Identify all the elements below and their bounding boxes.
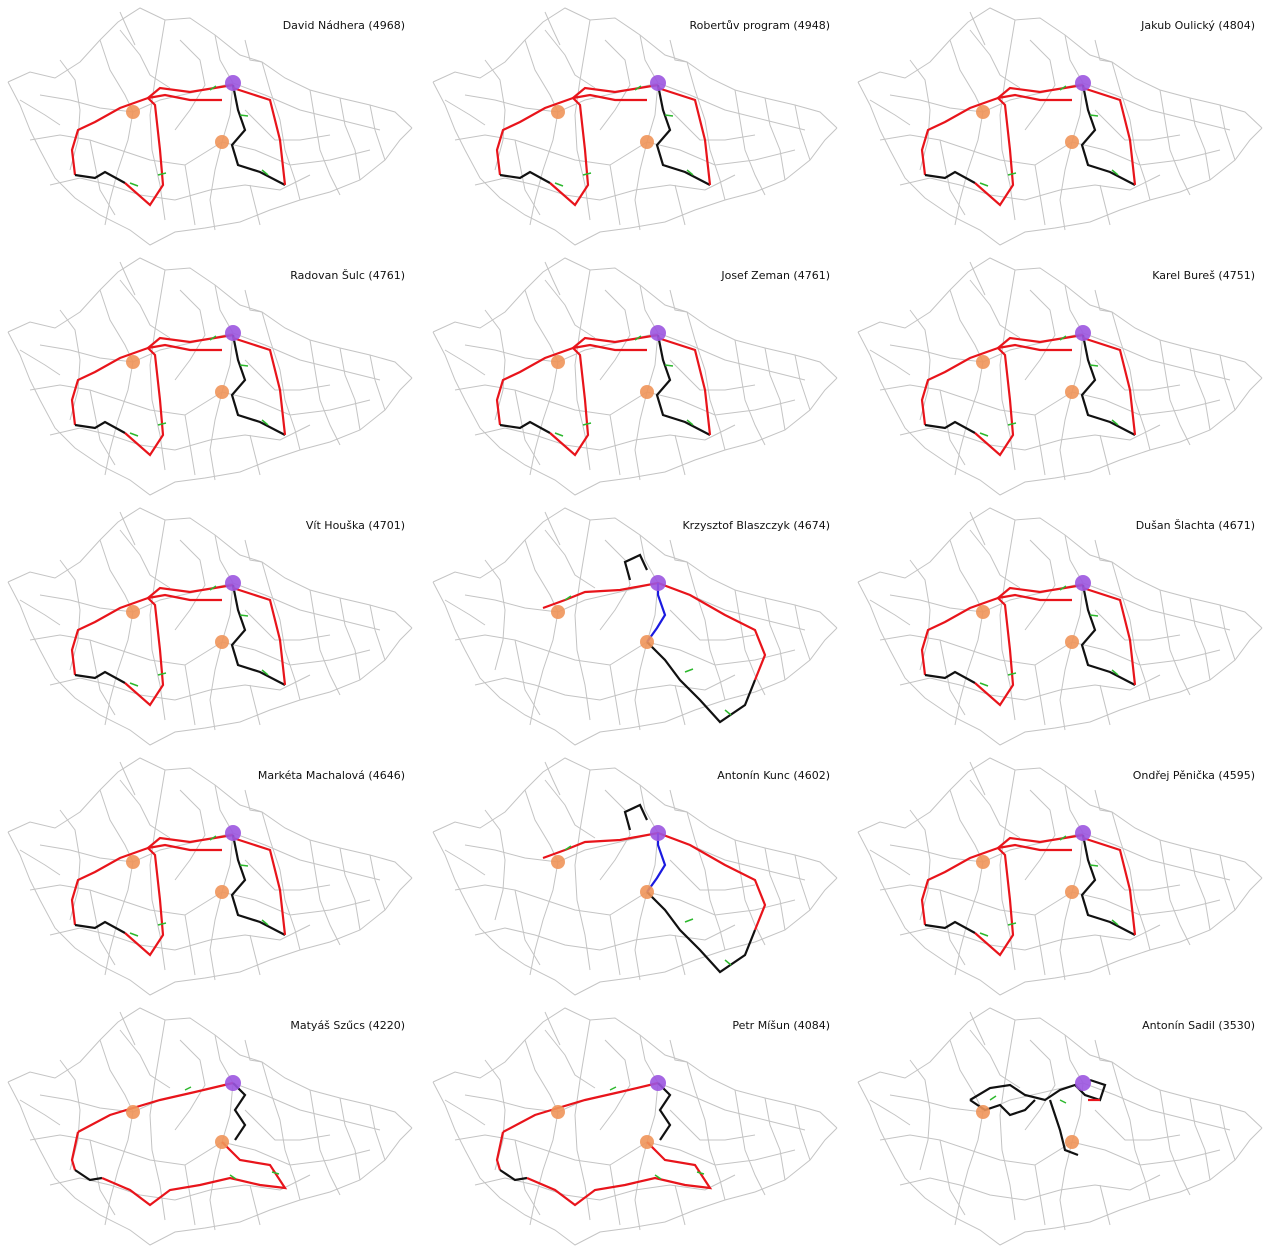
start-marker	[551, 355, 565, 369]
start-marker	[640, 885, 654, 899]
panel-title: Ondřej Pěnička (4595)	[1133, 769, 1255, 782]
panel-title: Radovan Šulc (4761)	[290, 269, 405, 282]
rail-network	[8, 258, 412, 495]
target-marker	[1075, 575, 1091, 591]
target-marker	[650, 1075, 666, 1091]
start-marker	[551, 105, 565, 119]
start-marker	[976, 105, 990, 119]
target-marker	[225, 825, 241, 841]
rail-network	[433, 508, 837, 745]
start-marker	[215, 885, 229, 899]
start-marker	[126, 855, 140, 869]
target-marker	[650, 325, 666, 341]
start-marker	[640, 135, 654, 149]
rail-network	[858, 8, 1262, 245]
target-marker	[650, 825, 666, 841]
target-marker	[225, 325, 241, 341]
map-panel: Krzysztof Blaszczyk (4674)	[433, 508, 837, 745]
rail-network	[858, 258, 1262, 495]
map-panel: Dušan Šlachta (4671)	[858, 508, 1262, 745]
panel-title: Antonín Kunc (4602)	[717, 769, 830, 782]
start-marker	[1065, 385, 1079, 399]
start-marker	[1065, 135, 1079, 149]
map-panel: Markéta Machalová (4646)	[8, 758, 412, 995]
start-marker	[126, 355, 140, 369]
panel-title: David Nádhera (4968)	[283, 19, 405, 32]
map-panel: David Nádhera (4968)	[8, 8, 412, 245]
target-marker	[650, 75, 666, 91]
rail-network	[433, 758, 837, 995]
map-panel: Petr Míšun (4084)	[433, 1008, 837, 1245]
route	[72, 1083, 285, 1205]
start-marker	[640, 635, 654, 649]
map-panel: Matyáš Szűcs (4220)	[8, 1008, 412, 1245]
route	[497, 1083, 710, 1205]
start-marker	[640, 1135, 654, 1149]
map-panel: Karel Bureš (4751)	[858, 258, 1262, 495]
map-panel: Antonín Sadil (3530)	[858, 1008, 1262, 1245]
rail-network	[433, 8, 837, 245]
start-marker	[551, 1105, 565, 1119]
rail-network	[8, 8, 412, 245]
map-panel: Jakub Oulický (4804)	[858, 8, 1262, 245]
panel-title: Antonín Sadil (3530)	[1142, 1019, 1255, 1032]
rail-network	[8, 758, 412, 995]
rail-network	[433, 258, 837, 495]
rail-network	[858, 508, 1262, 745]
start-marker	[1065, 635, 1079, 649]
start-marker	[976, 1105, 990, 1119]
target-marker	[650, 575, 666, 591]
rail-network	[858, 758, 1262, 995]
panel-title: Vít Houška (4701)	[306, 519, 405, 532]
start-marker	[551, 605, 565, 619]
start-marker	[126, 105, 140, 119]
panel-title: Petr Míšun (4084)	[732, 1019, 830, 1032]
rail-network	[858, 1008, 1262, 1245]
rail-network	[8, 1008, 412, 1245]
map-panel: Antonín Kunc (4602)	[433, 758, 837, 995]
start-marker	[976, 355, 990, 369]
map-panel: Robertův program (4948)	[433, 8, 837, 245]
map-panel: Radovan Šulc (4761)	[8, 258, 412, 495]
target-marker	[225, 575, 241, 591]
start-marker	[215, 135, 229, 149]
panel-title: Karel Bureš (4751)	[1152, 269, 1255, 282]
target-marker	[225, 75, 241, 91]
panel-title: Krzysztof Blaszczyk (4674)	[682, 519, 830, 532]
start-marker	[126, 605, 140, 619]
map-panel: Vít Houška (4701)	[8, 508, 412, 745]
start-marker	[1065, 1135, 1079, 1149]
start-marker	[976, 605, 990, 619]
panel-title: Matyáš Szűcs (4220)	[290, 1019, 405, 1032]
map-panel: Josef Zeman (4761)	[433, 258, 837, 495]
rail-network	[8, 508, 412, 745]
target-marker	[1075, 75, 1091, 91]
target-marker	[225, 1075, 241, 1091]
panel-title: Markéta Machalová (4646)	[258, 769, 405, 782]
start-marker	[640, 385, 654, 399]
panel-title: Josef Zeman (4761)	[720, 269, 830, 282]
start-marker	[215, 1135, 229, 1149]
start-marker	[126, 1105, 140, 1119]
panel-title: Robertův program (4948)	[690, 19, 830, 32]
start-marker	[976, 855, 990, 869]
start-marker	[1065, 885, 1079, 899]
target-marker	[1075, 325, 1091, 341]
panel-title: Dušan Šlachta (4671)	[1136, 519, 1255, 532]
target-marker	[1075, 1075, 1091, 1091]
start-marker	[551, 855, 565, 869]
map-panel: Ondřej Pěnička (4595)	[858, 758, 1262, 995]
route	[970, 1080, 1105, 1155]
target-marker	[1075, 825, 1091, 841]
start-marker	[215, 635, 229, 649]
rail-network	[433, 1008, 837, 1245]
panel-title: Jakub Oulický (4804)	[1140, 19, 1255, 32]
start-marker	[215, 385, 229, 399]
